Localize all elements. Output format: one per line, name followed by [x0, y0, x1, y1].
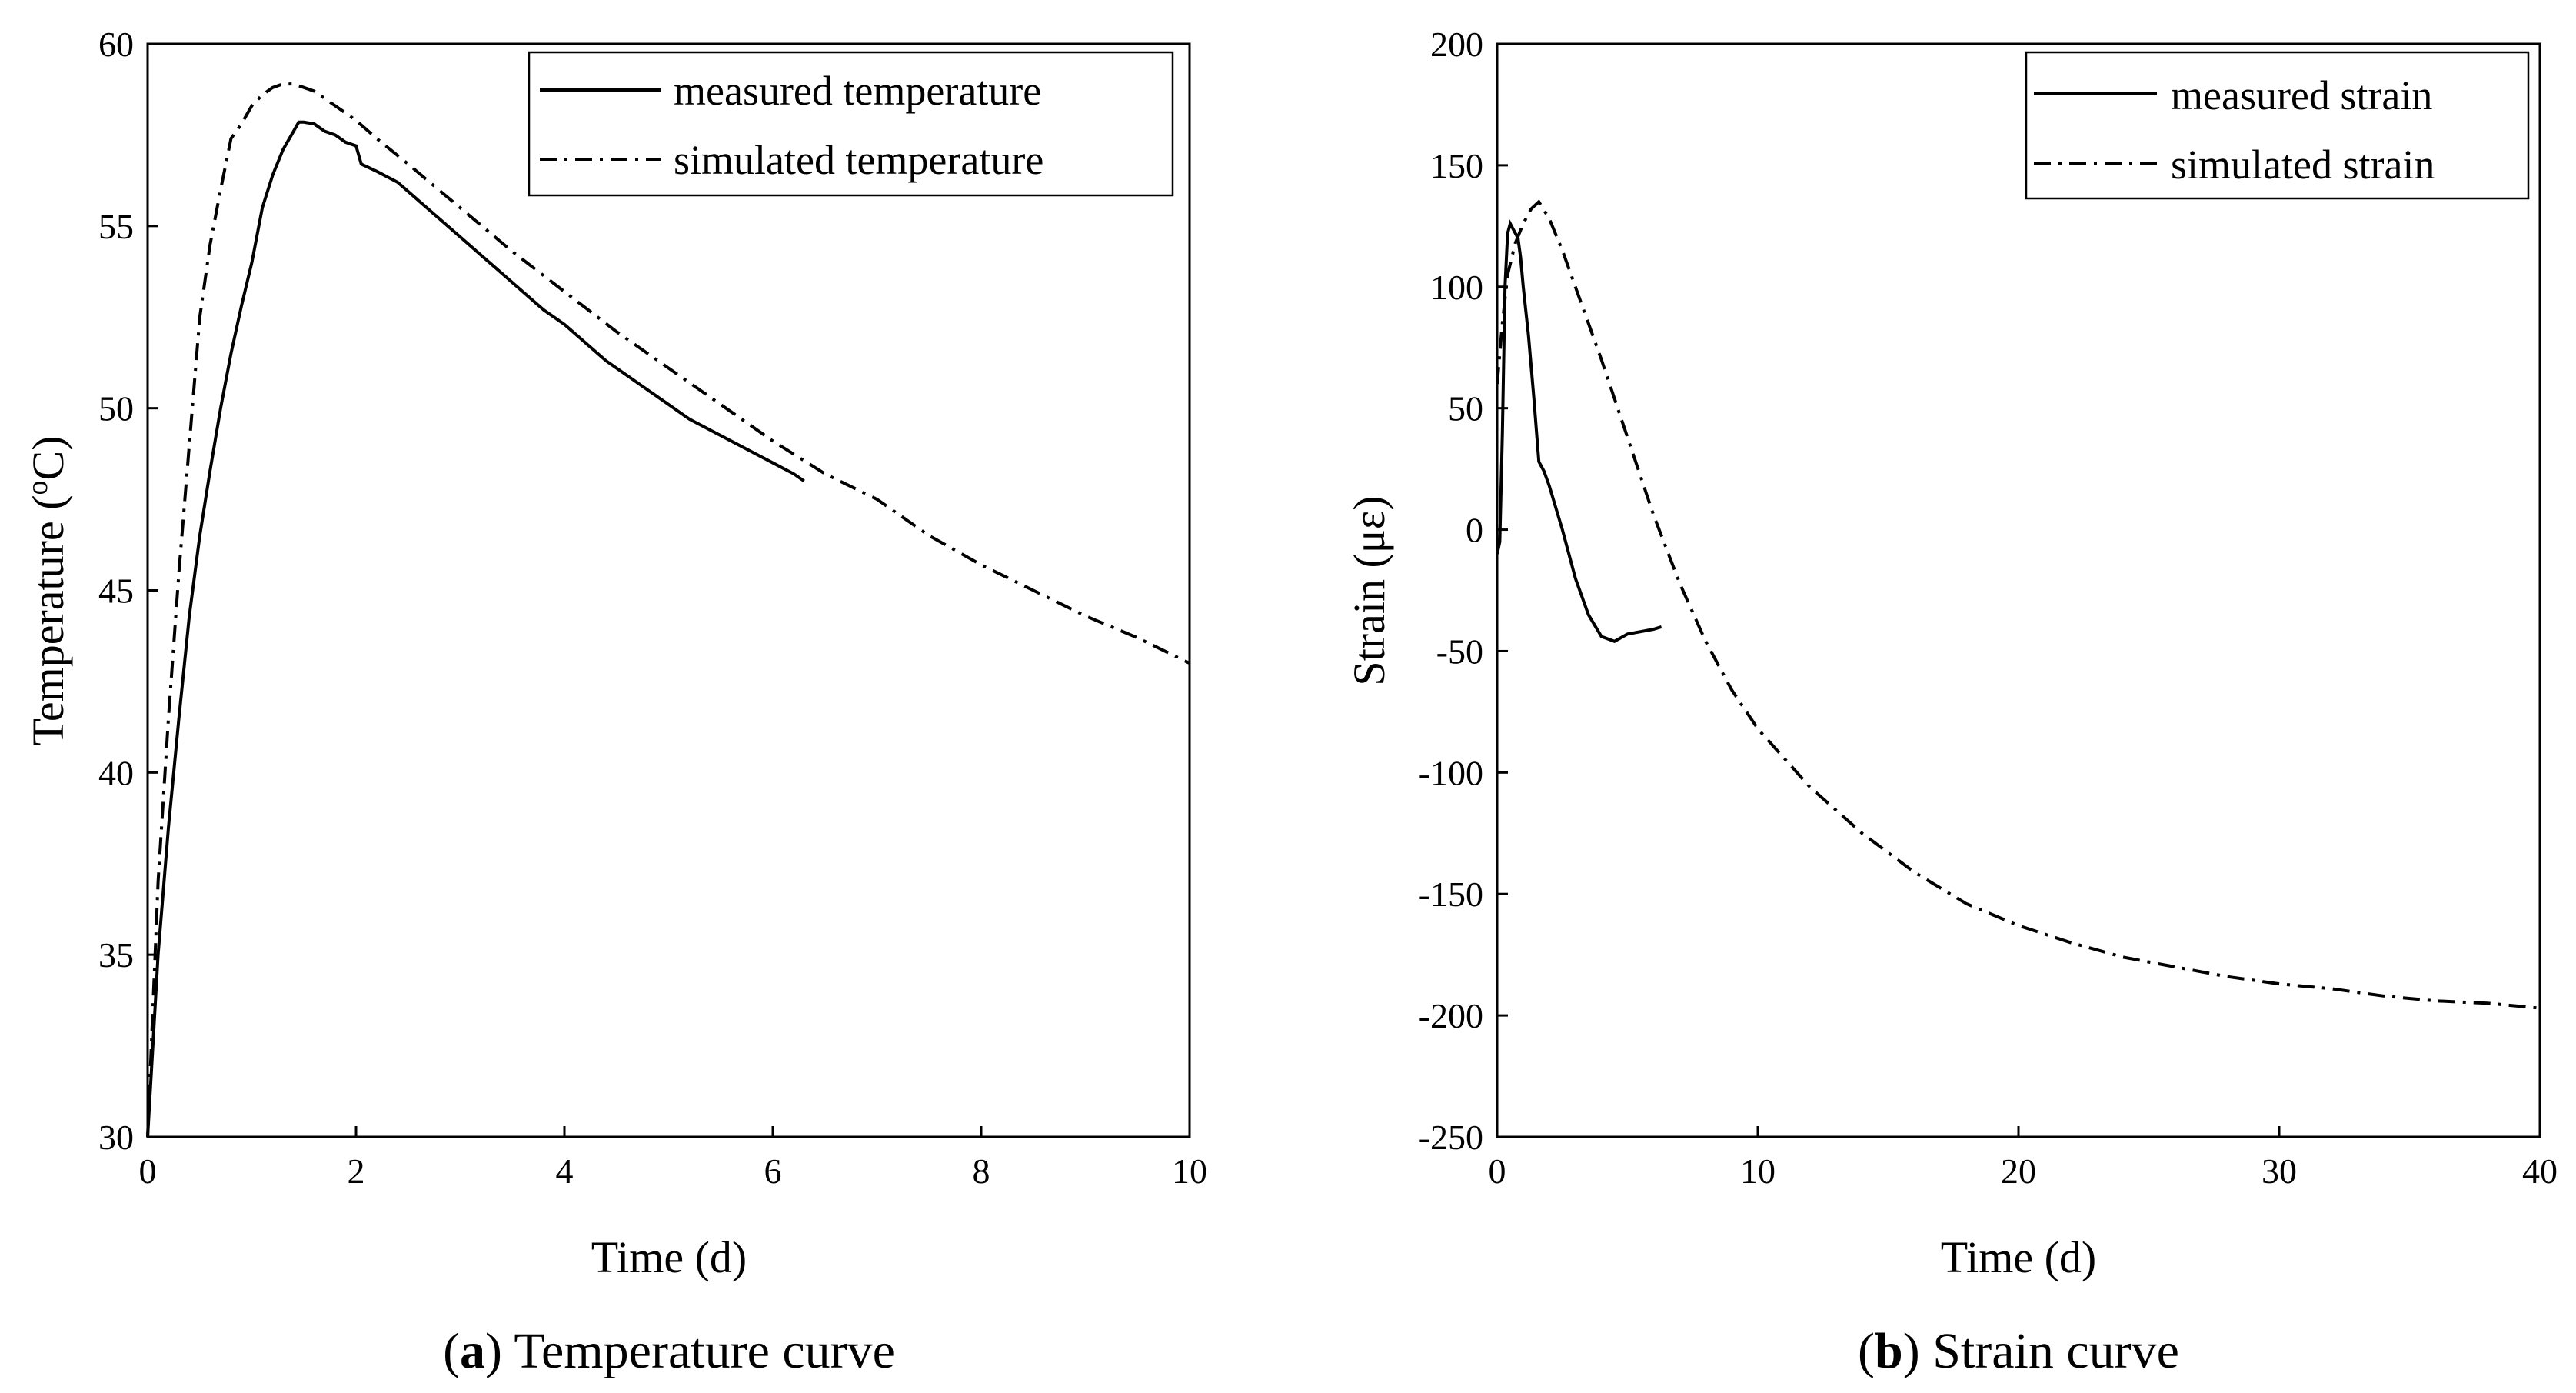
strain-y-tick-label: -100: [1419, 753, 1483, 792]
temperature-caption-letter: a: [460, 1323, 485, 1379]
temperature-series-simulated-line: [146, 82, 1190, 1138]
temperature-caption: (a) Temperature curve: [443, 1323, 895, 1379]
strain-x-tick-label: 40: [2522, 1151, 2558, 1191]
temperature-y-axis-title: Temperature (oC): [22, 435, 73, 745]
strain-y-axis-title: Strain (με): [1344, 495, 1394, 685]
strain-y-ticks: -250 -200 -150 -100 -50 0 50 100 150 200: [1419, 25, 1508, 1157]
temperature-x-tick-label: 6: [764, 1151, 782, 1191]
strain-y-tick-label: 0: [1466, 511, 1483, 550]
temperature-series-measured-line: [146, 120, 805, 1138]
temperature-y-tick-label: 50: [98, 389, 134, 428]
temperature-y-tick-label: 35: [98, 935, 134, 975]
strain-caption: (b) Strain curve: [1858, 1323, 2179, 1379]
strain-x-axis-title: Time (d): [1941, 1232, 2097, 1282]
strain-y-tick-label: 100: [1430, 268, 1483, 307]
strain-y-tick-label: -50: [1436, 632, 1483, 671]
temperature-chart: 0 2 4 6 8 10 30 35 40 45 50 55 60 Time (d) Temperat…: [22, 25, 1207, 1379]
strain-y-tick-label: -200: [1419, 996, 1483, 1035]
temperature-legend-simulated-label: simulated temperature: [674, 137, 1043, 183]
temperature-y-axis-title-prefix: Temperature (: [23, 495, 73, 745]
temperature-x-axis-title: Time (d): [591, 1232, 747, 1282]
temperature-x-tick-label: 10: [1172, 1151, 1207, 1191]
strain-x-tick-label: 10: [1740, 1151, 1776, 1191]
strain-series-measured-line: [1496, 219, 1662, 643]
temperature-y-tick-label: 55: [98, 207, 134, 246]
strain-series-simulated-line: [1496, 199, 2541, 1010]
strain-y-tick-label: -150: [1419, 875, 1483, 914]
strain-legend-measured-label: measured strain: [2171, 72, 2432, 118]
temperature-x-tick-label: 8: [973, 1151, 990, 1191]
strain-x-tick-label: 30: [2261, 1151, 2297, 1191]
strain-x-tick-label: 20: [2001, 1151, 2036, 1191]
strain-legend: measured strain simulated strain: [2025, 51, 2530, 200]
temperature-legend-measured-label: measured temperature: [674, 68, 1041, 114]
strain-y-tick-label: 50: [1448, 389, 1483, 428]
temperature-y-tick-label: 45: [98, 572, 134, 611]
strain-chart-series: [1496, 199, 2541, 1010]
strain-caption-text: Strain curve: [1932, 1323, 2179, 1379]
temperature-y-axis-title-degree: o: [22, 480, 54, 495]
temperature-y-tick-label: 60: [98, 25, 134, 64]
temperature-legend-box: [528, 51, 1174, 197]
temperature-x-tick-label: 0: [139, 1151, 157, 1191]
temperature-y-tick-label: 40: [98, 753, 134, 792]
strain-x-ticks: 0 10 20 30 40: [1489, 1126, 2558, 1191]
temperature-x-ticks: 0 2 4 6 8 10: [139, 1126, 1207, 1191]
temperature-y-axis-title-suffix: C): [23, 435, 73, 480]
strain-y-tick-label: 200: [1430, 25, 1483, 64]
temperature-y-tick-label: 30: [98, 1118, 134, 1157]
temperature-legend: measured temperature simulated temperatu…: [528, 51, 1174, 197]
temperature-x-tick-label: 2: [348, 1151, 365, 1191]
strain-y-tick-label: -250: [1419, 1118, 1483, 1157]
temperature-caption-text: Temperature curve: [514, 1323, 895, 1379]
temperature-chart-series: [146, 82, 1190, 1138]
strain-y-tick-label: 150: [1430, 146, 1483, 185]
strain-caption-letter: b: [1875, 1323, 1903, 1379]
strain-legend-box: [2025, 51, 2530, 200]
strain-legend-simulated-label: simulated strain: [2171, 142, 2435, 188]
temperature-y-ticks: 30 35 40 45 50 55 60: [98, 25, 158, 1157]
strain-chart: 0 10 20 30 40 -250 -200 -150 -100 -50 0 50 100 150 20…: [1344, 25, 2558, 1379]
temperature-x-tick-label: 4: [556, 1151, 574, 1191]
strain-x-tick-label: 0: [1489, 1151, 1506, 1191]
